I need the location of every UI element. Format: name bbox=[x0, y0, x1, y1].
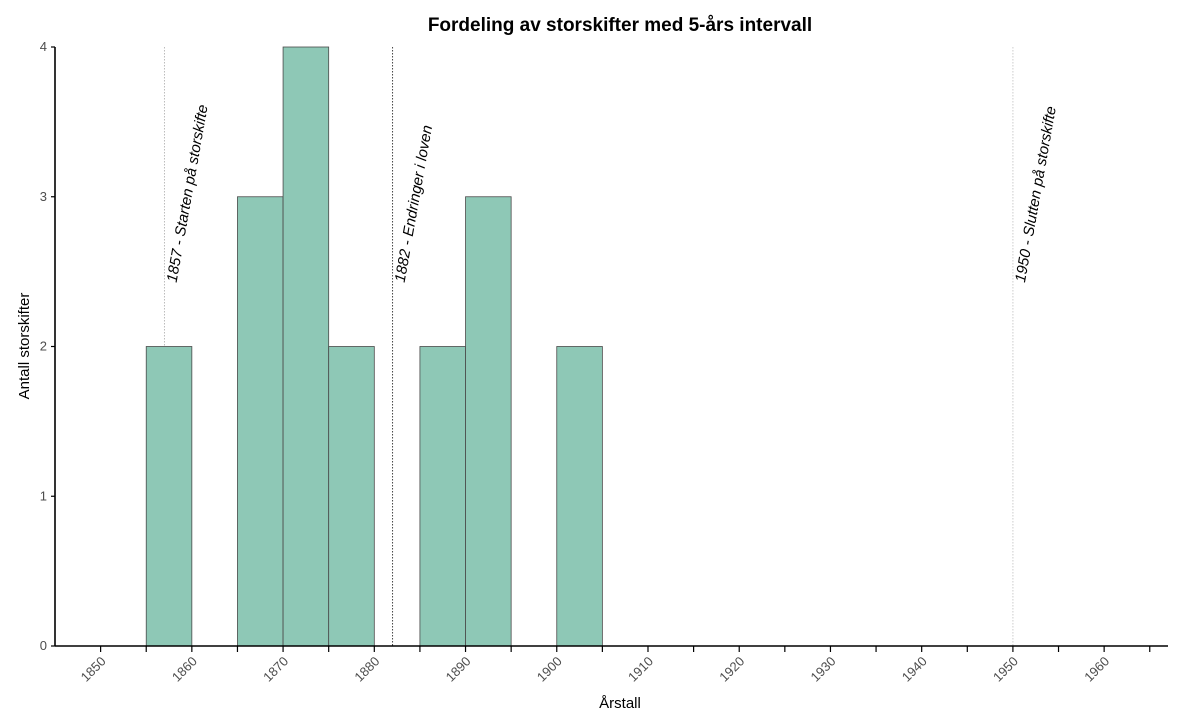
y-tick-label: 3 bbox=[40, 189, 47, 204]
axis-layer: 0 1 2 3 4 1850 1860 1870 1880 1890 1900 1910 1920 193… bbox=[40, 39, 1168, 685]
histogram-bar bbox=[419, 346, 466, 647]
x-tick-label: 1870 bbox=[260, 654, 291, 685]
y-tick-label: 4 bbox=[40, 39, 47, 54]
x-axis-title: Årstall bbox=[599, 695, 641, 712]
x-tick-label: 1920 bbox=[716, 654, 747, 685]
x-tick-label: 1890 bbox=[443, 654, 474, 685]
y-tick-label: 2 bbox=[40, 339, 47, 354]
x-tick-label: 1960 bbox=[1081, 654, 1112, 685]
x-tick-label: 1910 bbox=[625, 654, 656, 685]
histogram-bar bbox=[145, 346, 193, 647]
histogram-bar bbox=[556, 346, 603, 647]
annotation-label: 1882 - Endringer i loven bbox=[392, 124, 436, 284]
y-tick-label: 1 bbox=[40, 488, 47, 503]
chart-title: Fordeling av storskifter med 5-års inter… bbox=[427, 15, 813, 36]
x-tick-label: 1850 bbox=[78, 654, 109, 685]
histogram-bar bbox=[328, 346, 375, 647]
y-tick-label: 0 bbox=[40, 638, 47, 653]
y-axis-title: Antall storskifter bbox=[16, 293, 33, 400]
x-tick-label: 1880 bbox=[351, 654, 382, 685]
x-tick-label: 1950 bbox=[990, 654, 1021, 685]
bar-layer bbox=[145, 46, 603, 647]
x-tick-label: 1930 bbox=[808, 654, 839, 685]
x-tick-label: 1900 bbox=[534, 654, 565, 685]
histogram-bar bbox=[465, 196, 512, 647]
histogram-bar bbox=[237, 196, 284, 647]
x-tick-label: 1940 bbox=[899, 654, 930, 685]
annotation-label: 1857 - Starten på storskifte bbox=[164, 103, 212, 283]
histogram-bar bbox=[282, 46, 330, 647]
annotation-label: 1950 - Slutten på storskifte bbox=[1012, 105, 1060, 284]
x-tick-label: 1860 bbox=[169, 654, 200, 685]
